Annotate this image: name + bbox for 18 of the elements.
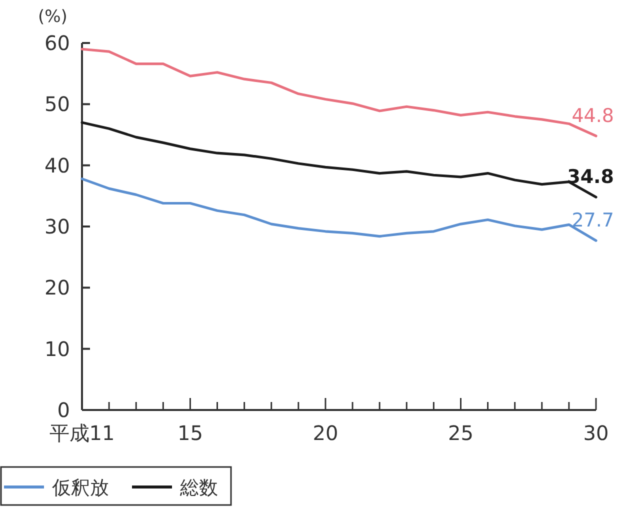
legend-label: 仮釈放: [51, 477, 109, 499]
y-tick-label: 50: [44, 92, 70, 116]
y-tick-label: 30: [44, 214, 70, 238]
data-label: 44.8: [572, 104, 614, 127]
x-tick-label: 30: [583, 421, 609, 445]
y-tick-label: 10: [44, 336, 70, 361]
data-label: 34.8: [567, 166, 614, 188]
y-tick-label: 40: [44, 153, 70, 178]
x-tick-label: 20: [312, 421, 338, 445]
y-tick-label: 0: [57, 398, 70, 422]
y-tick-label: 20: [44, 276, 70, 300]
y-tick-label: 60: [44, 31, 70, 55]
x-tick-label: 平成11: [49, 421, 115, 445]
x-tick-label: 15: [177, 421, 203, 445]
data-label: 27.7: [572, 210, 614, 232]
y-axis-title: (%): [38, 7, 68, 27]
legend-label: 総数: [179, 477, 218, 499]
x-tick-label: 25: [448, 421, 474, 445]
